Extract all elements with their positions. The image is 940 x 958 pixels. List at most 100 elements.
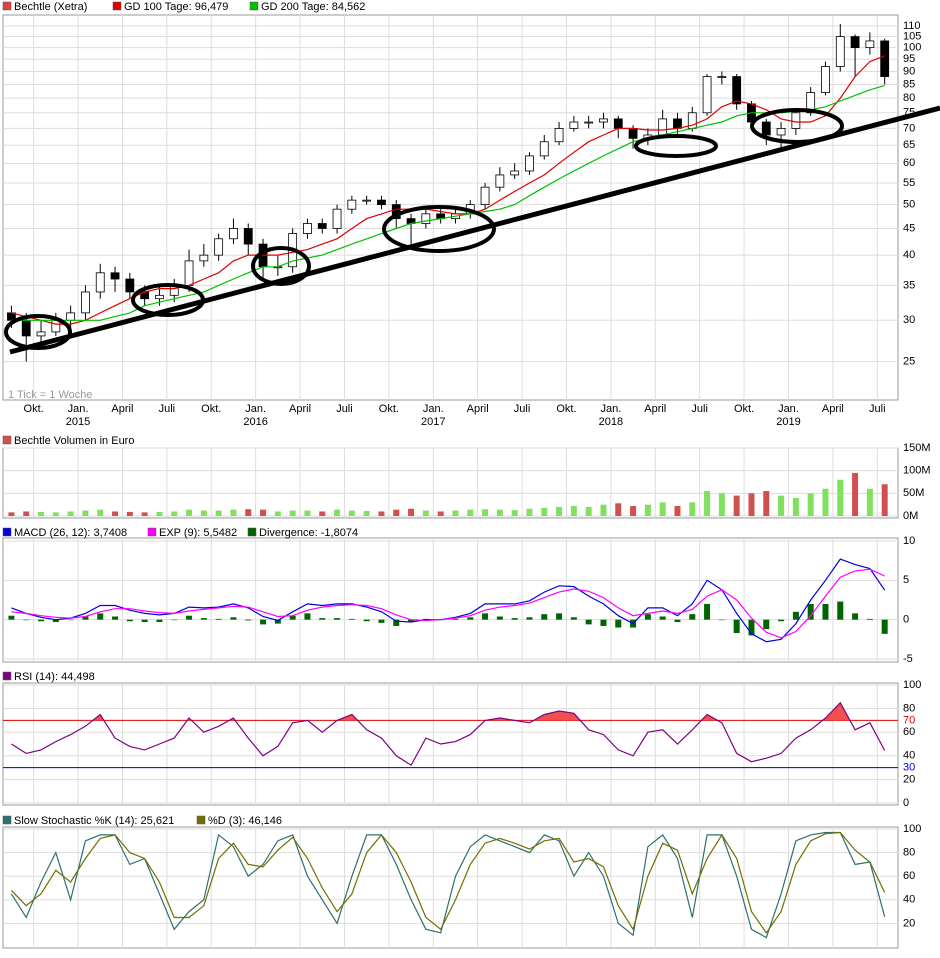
x-tick-label: April (644, 403, 666, 415)
highlight-ellipse (750, 108, 844, 144)
volume-bar (378, 511, 385, 516)
divergence-bar (82, 616, 89, 620)
divergence-bar (659, 616, 666, 620)
y-tick-label: 35 (903, 279, 915, 291)
y-tick-label: 100M (903, 465, 931, 477)
volume-bar (23, 511, 30, 516)
y-tick-label: 55 (903, 177, 915, 189)
volume-bar (570, 506, 577, 516)
volume-bar (674, 506, 681, 516)
x-tick-label: Juli (691, 403, 708, 415)
volume-bar (8, 512, 15, 516)
divergence-bar (644, 614, 651, 620)
volume-bar (541, 507, 548, 516)
volume-bar (289, 510, 296, 516)
divergence-bar (467, 617, 474, 620)
legend-label: Slow Stochastic %K (14): 25,621 (14, 815, 174, 827)
divergence-bar (526, 617, 533, 620)
volume-bar (304, 510, 311, 516)
candle-body (791, 112, 801, 129)
x-year-label: 2015 (66, 416, 90, 428)
divergence-bar (496, 616, 503, 620)
candle-body (702, 76, 712, 114)
divergence-bar (348, 618, 355, 620)
candle-body (480, 186, 490, 206)
candle-body (599, 118, 608, 123)
legend-swatch (2, 435, 12, 445)
legend-label: Bechtle Volumen in Euro (14, 435, 134, 447)
volume-bar (763, 491, 770, 516)
trend-line (9, 105, 940, 355)
indicator-line (11, 701, 886, 767)
x-tick-label: Jan. (68, 403, 89, 415)
candle-body (110, 272, 120, 280)
volume-bar (733, 495, 740, 516)
divergence-bar (674, 619, 681, 623)
y-tick-label: -5 (903, 653, 913, 665)
candle-body (850, 36, 860, 49)
candle-body (421, 213, 431, 224)
candle-body (199, 254, 209, 262)
x-tick-label: April (467, 403, 489, 415)
volume-bar (866, 488, 873, 516)
legend-label: GD 100 Tage: 96,479 (124, 1, 228, 13)
x-tick-label: Okt. (379, 403, 399, 415)
overbought-fill (11, 702, 885, 721)
divergence-bar (822, 603, 829, 620)
volume-bar (704, 491, 711, 516)
divergence-bar (23, 619, 30, 621)
legend-swatch (196, 815, 206, 825)
x-tick-label: Juli (869, 403, 886, 415)
candle-body (36, 331, 46, 337)
divergence-bar (304, 613, 311, 620)
divergence-bar (881, 619, 888, 634)
x-year-label: 2018 (599, 416, 623, 428)
volume-bar (585, 506, 592, 516)
divergence-bar (97, 613, 104, 620)
divergence-bar (200, 618, 207, 620)
divergence-bar (541, 614, 548, 620)
highlight-ellipse (131, 283, 205, 317)
volume-bar (422, 510, 429, 516)
divergence-bar (689, 614, 696, 620)
y-tick-label: 95 (903, 53, 915, 65)
panel-frame (2, 826, 899, 949)
divergence-bar (866, 618, 873, 620)
candle-body (303, 223, 312, 234)
divergence-bar (585, 619, 592, 625)
x-tick-label: April (289, 403, 311, 415)
highlight-ellipse (251, 246, 311, 286)
x-tick-label: Juli (159, 403, 176, 415)
candle-body (125, 278, 135, 293)
x-year-label: 2019 (776, 416, 800, 428)
volume-bar (200, 510, 207, 516)
volume-bar (126, 511, 133, 516)
volume-bar (52, 512, 59, 516)
candle-body (243, 228, 253, 245)
y-tick-label: 0 (903, 614, 909, 626)
y-tick-label: 40 (903, 894, 915, 906)
candle-body (66, 312, 76, 321)
y-tick-label: 70 (903, 714, 915, 726)
x-tick-label: April (111, 403, 133, 415)
divergence-bar (67, 619, 74, 621)
volume-bar (38, 511, 45, 516)
divergence-bar (837, 601, 844, 620)
legend-swatch (249, 1, 259, 11)
x-tick-label: Jan. (423, 403, 444, 415)
divergence-bar (792, 611, 799, 620)
legend-label: RSI (14): 44,498 (14, 671, 95, 683)
indicator-line (10, 831, 886, 939)
moving-average-line (11, 55, 885, 325)
divergence-bar (718, 619, 725, 621)
divergence-bar (393, 619, 400, 626)
divergence-bar (748, 619, 755, 636)
candle-body (229, 228, 238, 240)
candle-body (717, 76, 727, 78)
volume-bar (600, 504, 607, 516)
volume-bar (482, 509, 489, 516)
divergence-bar (600, 619, 607, 626)
divergence-bar (763, 619, 770, 630)
highlight-ellipse (634, 134, 718, 158)
y-tick-label: 100 (903, 823, 921, 835)
